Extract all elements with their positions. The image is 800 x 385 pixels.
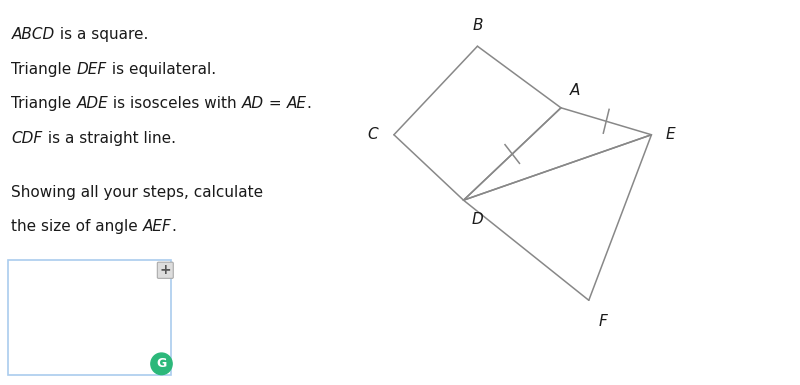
Text: C: C [368,127,378,142]
Text: +: + [159,263,171,277]
Text: D: D [471,212,483,227]
Text: CDF: CDF [11,131,42,146]
Text: AEF: AEF [143,219,172,234]
Bar [8,260,171,375]
Text: B: B [472,18,482,32]
Text: is a square.: is a square. [54,27,148,42]
Text: Triangle: Triangle [11,96,77,111]
Text: G: G [156,357,166,370]
Text: ADE: ADE [77,96,108,111]
Text: is equilateral.: is equilateral. [106,62,216,77]
Text: Showing all your steps, calculate: Showing all your steps, calculate [11,185,263,200]
Text: .: . [306,96,311,111]
Text: =: = [264,96,286,111]
Text: Triangle: Triangle [11,62,77,77]
Text: E: E [666,127,675,142]
Text: AE: AE [286,96,306,111]
Text: .: . [172,219,177,234]
Text: is a straight line.: is a straight line. [42,131,175,146]
Text: ABCD: ABCD [11,27,54,42]
Text: DEF: DEF [77,62,106,77]
Text: is isosceles with: is isosceles with [108,96,242,111]
Text: the size of angle: the size of angle [11,219,143,234]
Text: AD: AD [242,96,264,111]
Circle shape [151,353,172,375]
FancyBboxPatch shape [158,262,174,278]
Text: A: A [570,83,580,98]
Text: F: F [598,314,607,329]
